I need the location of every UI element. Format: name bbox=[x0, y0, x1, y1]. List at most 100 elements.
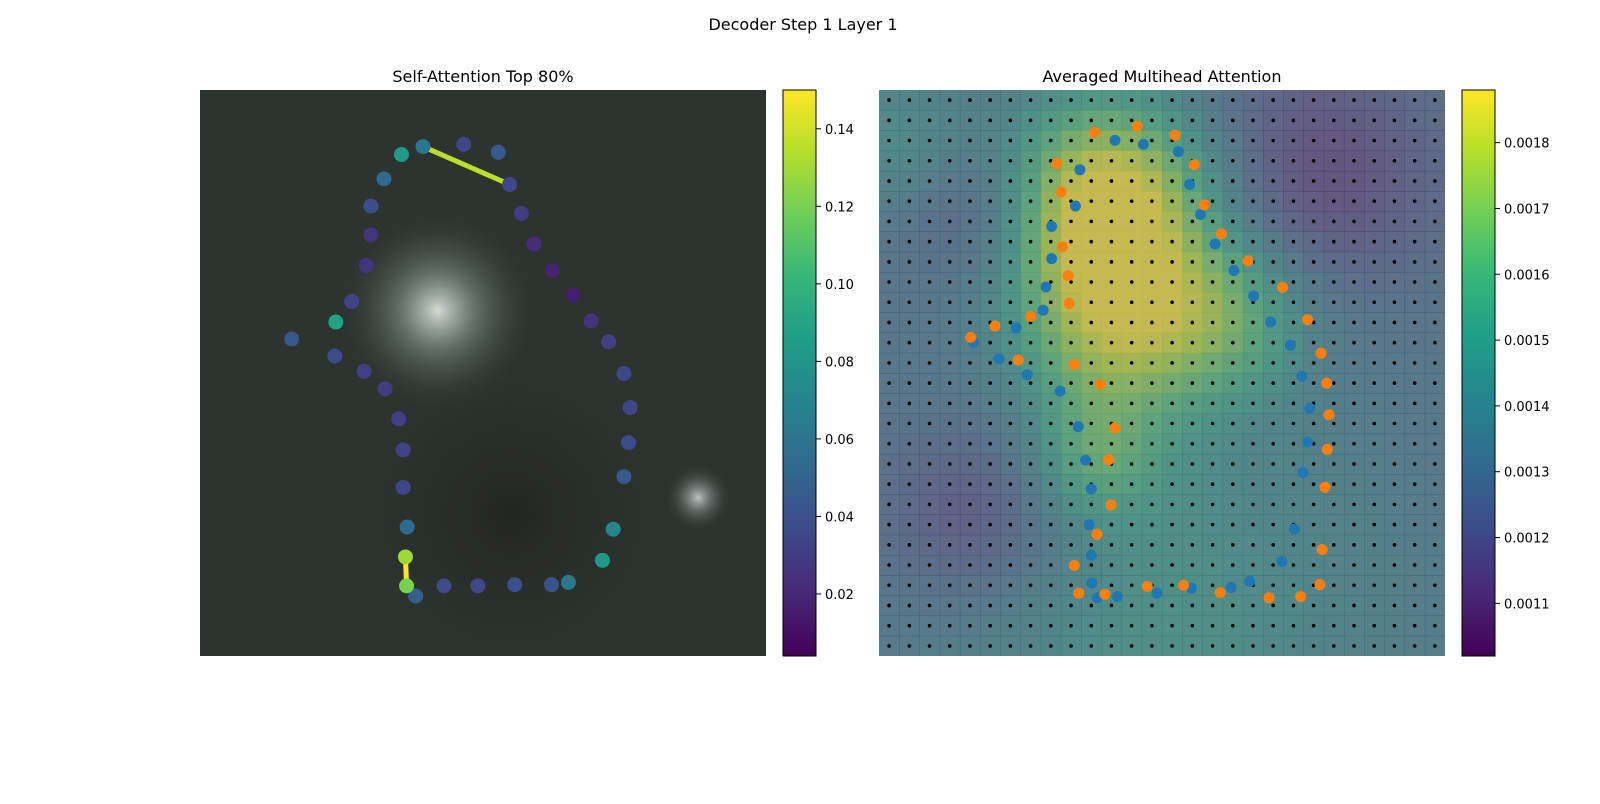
grid-keypoint bbox=[887, 502, 891, 507]
grid-keypoint bbox=[1271, 441, 1275, 446]
grid-keypoint bbox=[1190, 522, 1195, 527]
grid-keypoint bbox=[1150, 563, 1154, 567]
series-keypoint bbox=[1248, 290, 1260, 302]
grid-keypoint bbox=[988, 401, 992, 406]
grid-keypoint bbox=[1028, 118, 1033, 123]
grid-keypoint bbox=[1412, 219, 1417, 224]
grid-keypoint bbox=[1291, 583, 1296, 588]
series-keypoint bbox=[1062, 270, 1074, 282]
grid-keypoint bbox=[968, 118, 972, 123]
grid-keypoint bbox=[947, 441, 952, 446]
grid-keypoint bbox=[1271, 623, 1275, 628]
series-keypoint bbox=[1277, 282, 1289, 294]
grid-keypoint bbox=[1190, 441, 1195, 446]
grid-keypoint bbox=[907, 199, 912, 203]
grid-keypoint bbox=[1028, 623, 1033, 628]
grid-keypoint bbox=[1352, 543, 1356, 547]
grid-keypoint bbox=[1251, 158, 1255, 163]
grid-keypoint bbox=[1251, 381, 1255, 385]
grid-keypoint bbox=[1372, 239, 1377, 244]
grid-keypoint bbox=[1372, 280, 1377, 284]
grid-keypoint bbox=[1311, 482, 1316, 486]
attention-keypoint bbox=[456, 136, 472, 152]
grid-keypoint bbox=[1028, 603, 1033, 608]
grid-keypoint bbox=[1089, 118, 1094, 123]
grid-keypoint bbox=[1332, 280, 1336, 284]
series-keypoint bbox=[1025, 310, 1037, 322]
series-keypoint bbox=[989, 320, 1001, 332]
grid-keypoint bbox=[927, 563, 932, 567]
grid-keypoint bbox=[1352, 98, 1356, 102]
grid-keypoint bbox=[1291, 381, 1296, 385]
grid-keypoint bbox=[1069, 441, 1073, 446]
grid-keypoint bbox=[1089, 421, 1094, 426]
grid-keypoint bbox=[1150, 482, 1154, 486]
series-keypoint bbox=[1194, 209, 1206, 221]
grid-keypoint bbox=[1352, 340, 1356, 345]
grid-keypoint bbox=[1291, 563, 1296, 567]
grid-keypoint bbox=[1170, 320, 1174, 325]
series-keypoint bbox=[1137, 138, 1149, 150]
grid-keypoint bbox=[1352, 199, 1356, 203]
series-keypoint bbox=[1111, 591, 1123, 603]
grid-keypoint bbox=[1332, 138, 1336, 143]
grid-keypoint bbox=[1352, 441, 1356, 446]
grid-keypoint bbox=[1150, 239, 1154, 244]
grid-keypoint bbox=[1412, 644, 1417, 648]
grid-keypoint bbox=[1190, 361, 1195, 365]
grid-keypoint bbox=[887, 563, 891, 567]
grid-keypoint bbox=[907, 239, 912, 244]
grid-keypoint bbox=[887, 340, 891, 345]
grid-keypoint bbox=[1049, 482, 1053, 486]
grid-keypoint bbox=[1089, 179, 1094, 183]
grid-keypoint bbox=[1311, 179, 1316, 183]
grid-keypoint bbox=[1412, 179, 1417, 183]
multihead-attention-panel: Averaged Multihead Attention 0.00110.001… bbox=[879, 67, 1550, 657]
grid-keypoint bbox=[887, 199, 891, 203]
grid-keypoint bbox=[907, 98, 912, 102]
grid-keypoint bbox=[1392, 583, 1397, 588]
attention-keypoint bbox=[344, 294, 360, 310]
grid-keypoint bbox=[1412, 543, 1417, 547]
grid-keypoint bbox=[1230, 482, 1235, 486]
grid-keypoint bbox=[1129, 300, 1134, 305]
attention-keypoint bbox=[616, 366, 632, 382]
grid-keypoint bbox=[1332, 401, 1336, 406]
grid-keypoint bbox=[907, 320, 912, 325]
attention-keypoint bbox=[601, 334, 617, 350]
grid-keypoint bbox=[1352, 482, 1356, 486]
grid-keypoint bbox=[1271, 138, 1275, 143]
attention-keypoint bbox=[363, 198, 379, 214]
grid-keypoint bbox=[1311, 98, 1316, 102]
grid-keypoint bbox=[1352, 462, 1356, 466]
grid-keypoint bbox=[1271, 300, 1275, 305]
grid-keypoint bbox=[1311, 300, 1316, 305]
grid-keypoint bbox=[1392, 260, 1397, 264]
grid-keypoint bbox=[1049, 199, 1053, 203]
grid-keypoint bbox=[988, 260, 992, 264]
grid-keypoint bbox=[1028, 543, 1033, 547]
grid-keypoint bbox=[947, 522, 952, 527]
grid-keypoint bbox=[1210, 260, 1215, 264]
grid-keypoint bbox=[1069, 381, 1073, 385]
grid-keypoint bbox=[1271, 563, 1275, 567]
grid-keypoint bbox=[1129, 98, 1134, 102]
grid-keypoint bbox=[1129, 522, 1134, 527]
grid-keypoint bbox=[1352, 644, 1356, 648]
grid-keypoint bbox=[1352, 320, 1356, 325]
grid-keypoint bbox=[947, 563, 952, 567]
grid-keypoint bbox=[1372, 158, 1377, 163]
grid-keypoint bbox=[1230, 502, 1235, 507]
series-keypoint bbox=[1284, 339, 1296, 351]
grid-keypoint bbox=[968, 583, 972, 588]
grid-keypoint bbox=[968, 401, 972, 406]
grid-keypoint bbox=[1251, 441, 1255, 446]
grid-keypoint bbox=[968, 98, 972, 102]
grid-keypoint bbox=[927, 118, 932, 123]
grid-keypoint bbox=[887, 320, 891, 325]
colorbar-tick-label: 0.0011 bbox=[1504, 597, 1550, 612]
grid-keypoint bbox=[1089, 361, 1094, 365]
attention-keypoint bbox=[545, 263, 561, 279]
grid-keypoint bbox=[1291, 280, 1296, 284]
grid-keypoint bbox=[1150, 199, 1154, 203]
